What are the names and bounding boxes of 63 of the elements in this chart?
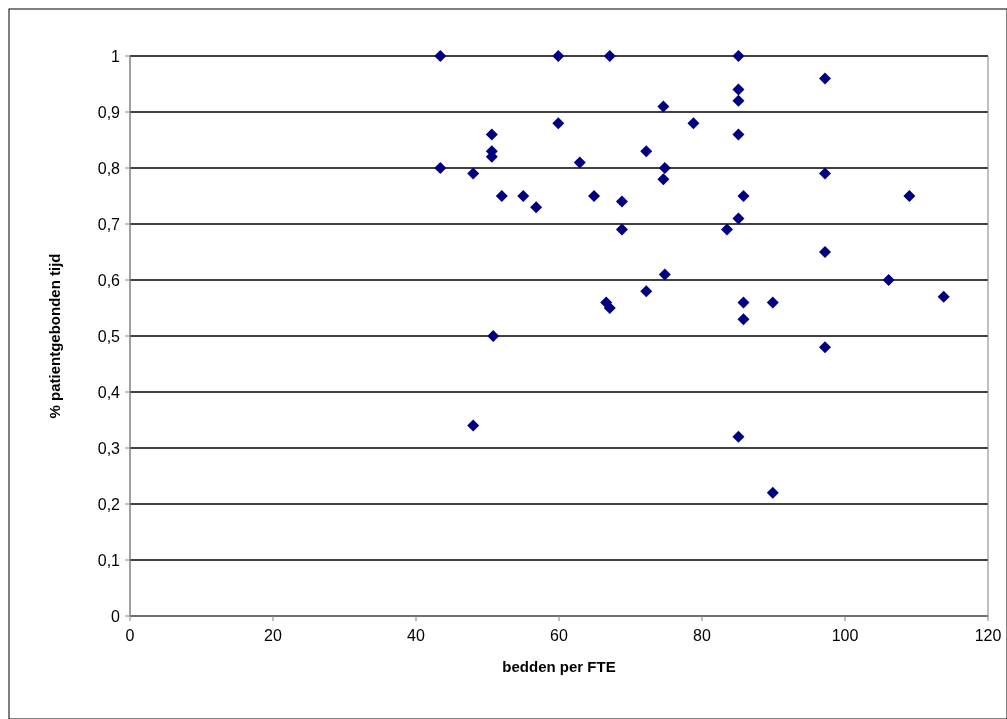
point	[766, 296, 779, 309]
point	[657, 100, 670, 113]
point	[818, 246, 831, 258]
x-tick-label: 40	[407, 627, 425, 644]
point	[766, 486, 779, 499]
x-tick-label: 100	[831, 627, 859, 644]
point	[552, 50, 565, 62]
point	[658, 162, 671, 174]
y-axis-title: % patientgebonden tijd	[46, 253, 63, 419]
point	[495, 190, 508, 202]
point	[467, 419, 480, 432]
y-tick-label: 0,8	[97, 159, 121, 177]
x-tick-label: 0	[125, 627, 135, 644]
point	[737, 313, 750, 326]
y-tick-label: 0,5	[97, 327, 121, 345]
point	[615, 223, 628, 236]
point	[552, 117, 565, 130]
point	[818, 341, 831, 354]
point	[658, 268, 671, 281]
point	[732, 83, 745, 96]
y-tick-label: 0,3	[97, 439, 121, 457]
point	[732, 50, 745, 62]
point	[640, 145, 653, 158]
y-tick-label: 0,9	[97, 103, 121, 121]
point	[737, 190, 750, 202]
y-tick-label: 0,6	[97, 271, 121, 289]
y-tick-label: 1	[111, 47, 121, 65]
point	[573, 156, 586, 169]
point	[603, 50, 616, 62]
point	[732, 430, 745, 443]
point	[732, 94, 745, 107]
point	[657, 173, 670, 186]
point	[818, 167, 831, 180]
x-axis-title: bedden per FTE	[502, 658, 616, 675]
point	[434, 162, 447, 174]
point	[434, 50, 447, 62]
point	[485, 128, 498, 141]
point	[588, 190, 601, 202]
point	[517, 190, 530, 202]
point	[640, 285, 653, 298]
y-tick-label: 0,7	[97, 215, 121, 233]
y-tick-label: 0,4	[97, 383, 121, 401]
point	[615, 195, 628, 208]
point	[882, 274, 895, 286]
point	[937, 290, 950, 303]
point	[721, 223, 734, 236]
x-tick-label: 120	[974, 627, 1002, 644]
point	[487, 330, 500, 342]
point	[903, 190, 916, 202]
point	[687, 117, 700, 130]
point	[818, 72, 831, 85]
point	[530, 201, 543, 214]
x-tick-label: 80	[693, 627, 711, 644]
x-tick-label: 20	[264, 627, 282, 644]
point	[732, 212, 745, 225]
point	[467, 167, 480, 180]
y-tick-label: 0,2	[97, 495, 121, 513]
y-tick-label: 0	[111, 607, 121, 625]
point	[737, 296, 750, 309]
point	[732, 128, 745, 141]
point	[603, 302, 616, 314]
y-tick-label: 0,1	[97, 551, 121, 569]
x-tick-label: 60	[550, 627, 568, 644]
